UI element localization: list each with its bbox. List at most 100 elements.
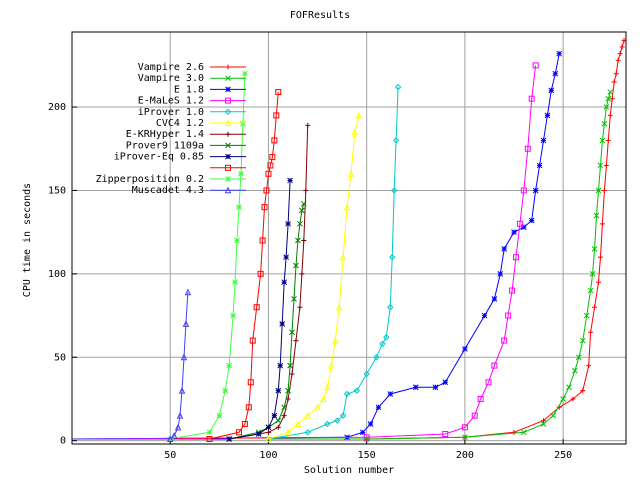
data-point xyxy=(166,435,174,442)
series-10 xyxy=(72,89,282,442)
data-point xyxy=(497,271,504,277)
data-point xyxy=(351,128,359,136)
data-point xyxy=(304,412,312,419)
data-point xyxy=(607,89,614,95)
data-point xyxy=(238,170,244,177)
data-point xyxy=(275,89,282,96)
legend-label: Vampire 2.6 xyxy=(138,62,204,73)
data-point xyxy=(300,200,307,207)
data-point xyxy=(601,120,608,127)
data-point xyxy=(589,271,596,277)
legend-marker xyxy=(225,97,231,104)
x-tick-label: 200 xyxy=(456,450,474,461)
data-point xyxy=(320,395,327,402)
data-point xyxy=(283,254,289,261)
data-point xyxy=(339,412,347,419)
data-point xyxy=(572,367,578,374)
data-point xyxy=(532,62,539,69)
data-point xyxy=(234,237,240,244)
data-point xyxy=(491,296,498,302)
data-point xyxy=(328,361,335,369)
data-point xyxy=(536,162,543,169)
data-point xyxy=(394,83,402,91)
legend-marker xyxy=(225,75,231,82)
data-point xyxy=(528,95,535,102)
data-point xyxy=(273,112,280,119)
data-point xyxy=(619,44,625,50)
data-point xyxy=(591,245,598,252)
data-point xyxy=(265,435,272,442)
data-point xyxy=(255,431,262,437)
data-point xyxy=(603,162,609,168)
data-point xyxy=(379,340,386,348)
series-line xyxy=(71,53,560,440)
data-point xyxy=(613,71,619,77)
data-point xyxy=(611,79,617,85)
data-point xyxy=(512,254,519,261)
data-point xyxy=(269,154,276,161)
data-point xyxy=(265,429,271,435)
data-point xyxy=(550,412,557,419)
data-point xyxy=(304,429,311,436)
data-point xyxy=(182,320,190,327)
data-point xyxy=(263,187,270,194)
data-point xyxy=(586,363,592,369)
data-point xyxy=(603,104,610,110)
series-9 xyxy=(72,177,293,442)
legend-marker xyxy=(225,153,231,160)
data-point xyxy=(387,391,394,397)
grid xyxy=(72,32,626,444)
x-tick-label: 100 xyxy=(259,450,277,461)
data-point xyxy=(303,187,309,193)
legend-label: iProver 1.0 xyxy=(138,107,204,118)
data-point xyxy=(339,253,347,261)
legend-entry: iProver 1.0 xyxy=(138,107,246,118)
data-point xyxy=(501,337,508,344)
series-line xyxy=(72,115,360,440)
data-point xyxy=(216,412,223,419)
data-point xyxy=(617,51,623,57)
y-tick-label: 100 xyxy=(48,269,66,280)
data-point xyxy=(579,337,586,344)
data-point xyxy=(180,353,188,361)
x-tick-label: 250 xyxy=(554,450,572,461)
series-line xyxy=(71,65,537,440)
y-tick-label: 150 xyxy=(48,185,66,196)
data-point xyxy=(291,296,297,302)
data-point xyxy=(289,329,295,336)
chart-title: FOFResults xyxy=(290,10,350,21)
data-point xyxy=(481,312,488,319)
data-point xyxy=(462,346,468,352)
data-point xyxy=(528,217,535,224)
data-point xyxy=(392,137,400,144)
series-line xyxy=(72,125,309,440)
data-point xyxy=(297,220,303,227)
data-point xyxy=(245,404,252,411)
data-point xyxy=(236,204,242,210)
legend-marker xyxy=(225,164,231,171)
data-point xyxy=(324,420,331,428)
legend-marker xyxy=(224,119,232,126)
data-point xyxy=(373,354,380,361)
data-point xyxy=(324,383,331,391)
data-point xyxy=(253,304,260,311)
plot-frame xyxy=(71,31,627,445)
series-4 xyxy=(71,62,539,441)
data-point xyxy=(548,87,555,94)
legend-entry: Prover9 1109a xyxy=(126,140,246,151)
legend-marker xyxy=(224,186,232,194)
data-point xyxy=(592,304,598,310)
data-point xyxy=(265,170,272,177)
data-point xyxy=(583,312,590,319)
data-point xyxy=(595,279,601,285)
data-point xyxy=(242,70,248,77)
legend-label: Zipperposition 0.2 xyxy=(96,174,204,185)
data-point xyxy=(275,424,281,430)
series-7 xyxy=(72,122,311,442)
data-point xyxy=(176,412,184,419)
data-point xyxy=(287,362,293,369)
data-point xyxy=(314,403,321,411)
data-point xyxy=(334,417,341,424)
legend-label: Vampire 3.0 xyxy=(138,73,204,84)
data-point xyxy=(259,237,266,244)
